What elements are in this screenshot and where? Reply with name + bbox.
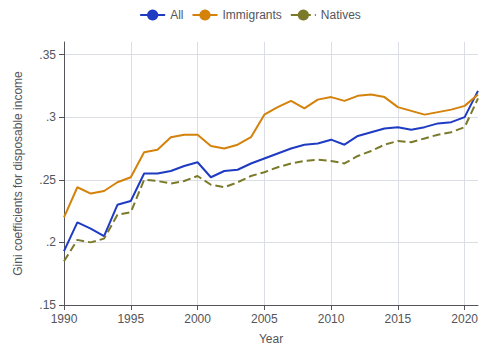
svg-text:1990: 1990 bbox=[51, 312, 78, 326]
svg-text:2020: 2020 bbox=[451, 312, 478, 326]
svg-text:.15: .15 bbox=[39, 298, 56, 312]
svg-text:.2: .2 bbox=[46, 235, 56, 249]
svg-text:Gini coefficients for disposab: Gini coefficients for disposable income bbox=[11, 71, 25, 276]
svg-text:2000: 2000 bbox=[184, 312, 211, 326]
svg-text:Natives: Natives bbox=[321, 8, 361, 22]
svg-text:.25: .25 bbox=[39, 173, 56, 187]
svg-text:.35: .35 bbox=[39, 48, 56, 62]
svg-text:2015: 2015 bbox=[385, 312, 412, 326]
svg-text:Immigrants: Immigrants bbox=[222, 8, 281, 22]
svg-text:1995: 1995 bbox=[117, 312, 144, 326]
svg-text:All: All bbox=[170, 8, 183, 22]
svg-text:.3: .3 bbox=[46, 110, 56, 124]
svg-text:2005: 2005 bbox=[251, 312, 278, 326]
svg-text:2010: 2010 bbox=[318, 312, 345, 326]
svg-text:Year: Year bbox=[259, 332, 283, 346]
